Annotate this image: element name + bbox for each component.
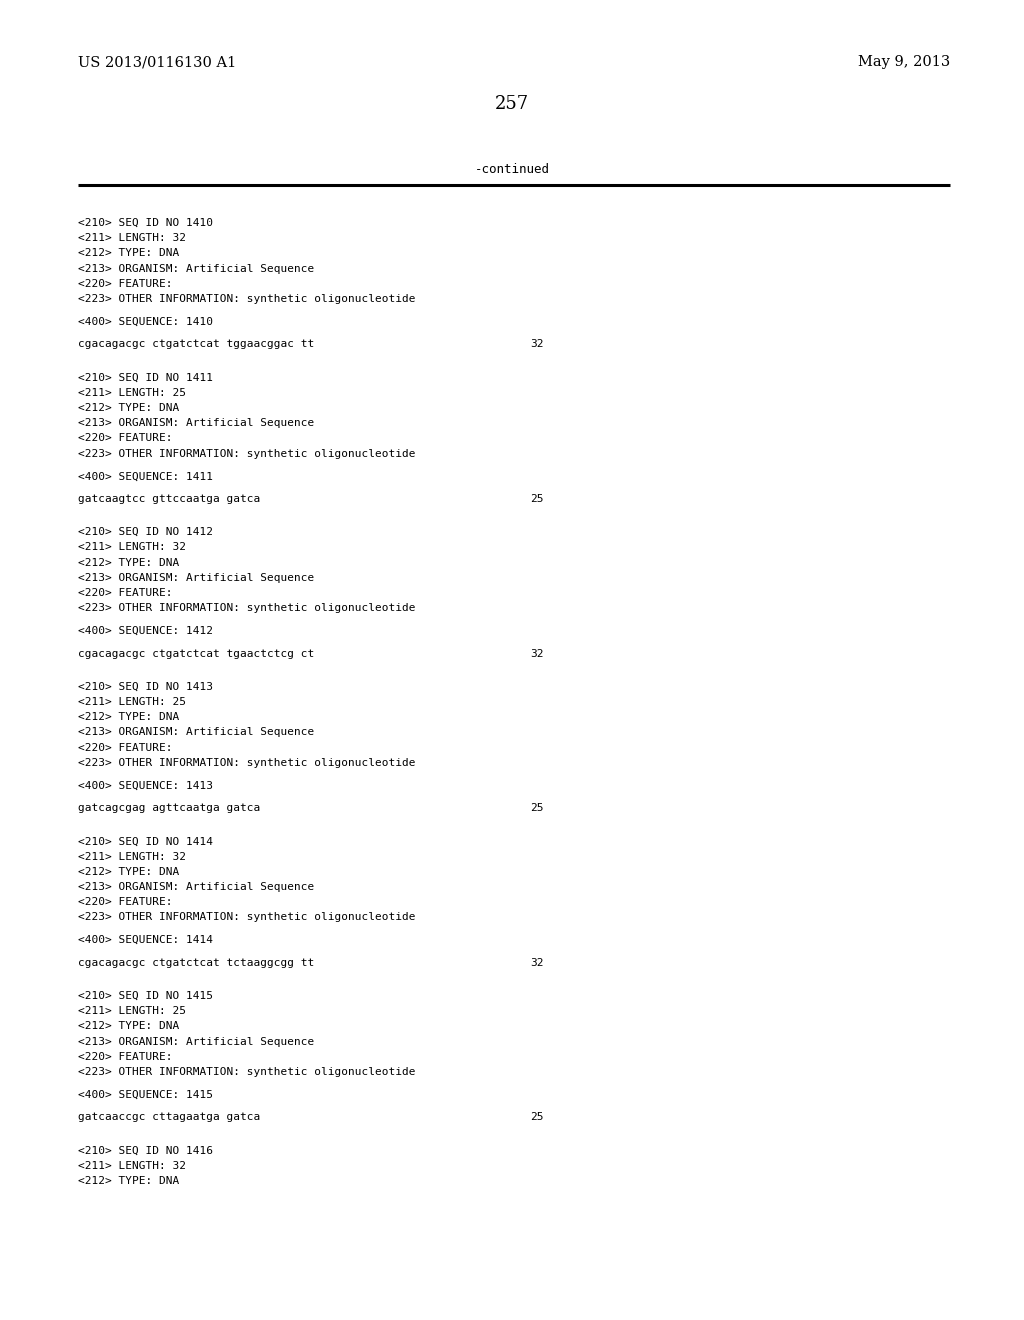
Text: <210> SEQ ID NO 1416: <210> SEQ ID NO 1416 — [78, 1146, 213, 1155]
Text: <220> FEATURE:: <220> FEATURE: — [78, 433, 172, 444]
Text: <212> TYPE: DNA: <212> TYPE: DNA — [78, 248, 179, 259]
Text: <400> SEQUENCE: 1413: <400> SEQUENCE: 1413 — [78, 780, 213, 791]
Text: <400> SEQUENCE: 1410: <400> SEQUENCE: 1410 — [78, 317, 213, 326]
Text: <211> LENGTH: 25: <211> LENGTH: 25 — [78, 388, 186, 397]
Text: <220> FEATURE:: <220> FEATURE: — [78, 743, 172, 752]
Text: 32: 32 — [530, 339, 544, 350]
Text: <211> LENGTH: 32: <211> LENGTH: 32 — [78, 851, 186, 862]
Text: <212> TYPE: DNA: <212> TYPE: DNA — [78, 867, 179, 876]
Text: cgacagacgc ctgatctcat tgaactctcg ct: cgacagacgc ctgatctcat tgaactctcg ct — [78, 648, 314, 659]
Text: <211> LENGTH: 32: <211> LENGTH: 32 — [78, 1160, 186, 1171]
Text: <400> SEQUENCE: 1414: <400> SEQUENCE: 1414 — [78, 935, 213, 945]
Text: <210> SEQ ID NO 1410: <210> SEQ ID NO 1410 — [78, 218, 213, 228]
Text: May 9, 2013: May 9, 2013 — [858, 55, 950, 69]
Text: <212> TYPE: DNA: <212> TYPE: DNA — [78, 1176, 179, 1185]
Text: US 2013/0116130 A1: US 2013/0116130 A1 — [78, 55, 237, 69]
Text: <210> SEQ ID NO 1412: <210> SEQ ID NO 1412 — [78, 527, 213, 537]
Text: 25: 25 — [530, 1113, 544, 1122]
Text: <212> TYPE: DNA: <212> TYPE: DNA — [78, 1022, 179, 1031]
Text: <211> LENGTH: 25: <211> LENGTH: 25 — [78, 1006, 186, 1016]
Text: 32: 32 — [530, 648, 544, 659]
Text: <210> SEQ ID NO 1413: <210> SEQ ID NO 1413 — [78, 682, 213, 692]
Text: gatcagcgag agttcaatga gatca: gatcagcgag agttcaatga gatca — [78, 803, 260, 813]
Text: -continued: -continued — [474, 162, 550, 176]
Text: gatcaagtcc gttccaatga gatca: gatcaagtcc gttccaatga gatca — [78, 494, 260, 504]
Text: <211> LENGTH: 32: <211> LENGTH: 32 — [78, 234, 186, 243]
Text: <400> SEQUENCE: 1415: <400> SEQUENCE: 1415 — [78, 1090, 213, 1100]
Text: <220> FEATURE:: <220> FEATURE: — [78, 898, 172, 907]
Text: <400> SEQUENCE: 1411: <400> SEQUENCE: 1411 — [78, 471, 213, 482]
Text: <213> ORGANISM: Artificial Sequence: <213> ORGANISM: Artificial Sequence — [78, 727, 314, 738]
Text: <400> SEQUENCE: 1412: <400> SEQUENCE: 1412 — [78, 626, 213, 636]
Text: <211> LENGTH: 25: <211> LENGTH: 25 — [78, 697, 186, 708]
Text: gatcaaccgc cttagaatga gatca: gatcaaccgc cttagaatga gatca — [78, 1113, 260, 1122]
Text: 32: 32 — [530, 958, 544, 968]
Text: <210> SEQ ID NO 1414: <210> SEQ ID NO 1414 — [78, 837, 213, 846]
Text: <210> SEQ ID NO 1415: <210> SEQ ID NO 1415 — [78, 991, 213, 1001]
Text: <220> FEATURE:: <220> FEATURE: — [78, 279, 172, 289]
Text: cgacagacgc ctgatctcat tctaaggcgg tt: cgacagacgc ctgatctcat tctaaggcgg tt — [78, 958, 314, 968]
Text: <213> ORGANISM: Artificial Sequence: <213> ORGANISM: Artificial Sequence — [78, 1036, 314, 1047]
Text: <220> FEATURE:: <220> FEATURE: — [78, 1052, 172, 1061]
Text: <212> TYPE: DNA: <212> TYPE: DNA — [78, 557, 179, 568]
Text: <223> OTHER INFORMATION: synthetic oligonucleotide: <223> OTHER INFORMATION: synthetic oligo… — [78, 1067, 416, 1077]
Text: <223> OTHER INFORMATION: synthetic oligonucleotide: <223> OTHER INFORMATION: synthetic oligo… — [78, 294, 416, 304]
Text: <213> ORGANISM: Artificial Sequence: <213> ORGANISM: Artificial Sequence — [78, 418, 314, 428]
Text: <212> TYPE: DNA: <212> TYPE: DNA — [78, 713, 179, 722]
Text: <211> LENGTH: 32: <211> LENGTH: 32 — [78, 543, 186, 552]
Text: <210> SEQ ID NO 1411: <210> SEQ ID NO 1411 — [78, 372, 213, 383]
Text: <212> TYPE: DNA: <212> TYPE: DNA — [78, 403, 179, 413]
Text: <220> FEATURE:: <220> FEATURE: — [78, 587, 172, 598]
Text: <223> OTHER INFORMATION: synthetic oligonucleotide: <223> OTHER INFORMATION: synthetic oligo… — [78, 449, 416, 458]
Text: 257: 257 — [495, 95, 529, 114]
Text: <213> ORGANISM: Artificial Sequence: <213> ORGANISM: Artificial Sequence — [78, 882, 314, 892]
Text: <223> OTHER INFORMATION: synthetic oligonucleotide: <223> OTHER INFORMATION: synthetic oligo… — [78, 912, 416, 923]
Text: cgacagacgc ctgatctcat tggaacggac tt: cgacagacgc ctgatctcat tggaacggac tt — [78, 339, 314, 350]
Text: 25: 25 — [530, 803, 544, 813]
Text: <223> OTHER INFORMATION: synthetic oligonucleotide: <223> OTHER INFORMATION: synthetic oligo… — [78, 603, 416, 614]
Text: <213> ORGANISM: Artificial Sequence: <213> ORGANISM: Artificial Sequence — [78, 573, 314, 583]
Text: <213> ORGANISM: Artificial Sequence: <213> ORGANISM: Artificial Sequence — [78, 264, 314, 273]
Text: <223> OTHER INFORMATION: synthetic oligonucleotide: <223> OTHER INFORMATION: synthetic oligo… — [78, 758, 416, 768]
Text: 25: 25 — [530, 494, 544, 504]
